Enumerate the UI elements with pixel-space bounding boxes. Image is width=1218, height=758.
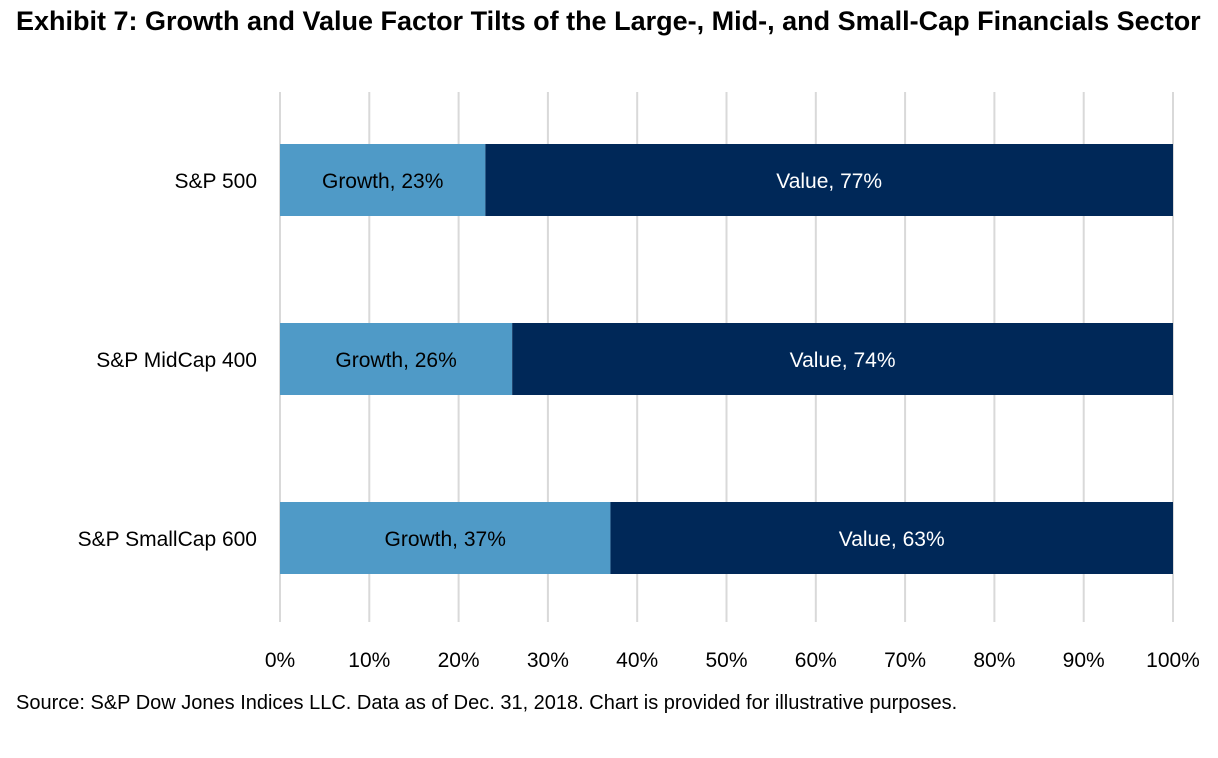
chart-title: Exhibit 7: Growth and Value Factor Tilts… xyxy=(16,6,1201,36)
value-data-label: Value, 63% xyxy=(839,528,945,551)
growth-data-label: Growth, 23% xyxy=(322,170,443,193)
x-tick-label: 40% xyxy=(616,649,658,672)
x-tick-label: 100% xyxy=(1146,649,1200,672)
value-data-label: Value, 74% xyxy=(790,349,896,372)
growth-bar-segment xyxy=(280,323,513,395)
category-label: S&P SmallCap 600 xyxy=(78,528,257,551)
x-tick-label: 50% xyxy=(705,649,747,672)
x-tick-label: 0% xyxy=(265,649,295,672)
category-label: S&P 500 xyxy=(174,170,257,193)
growth-data-label: Growth, 26% xyxy=(335,349,456,372)
x-tick-label: 60% xyxy=(795,649,837,672)
value-data-label: Value, 77% xyxy=(776,170,882,193)
x-tick-label: 90% xyxy=(1063,649,1105,672)
value-bar-segment xyxy=(610,502,1173,574)
value-bar-segment xyxy=(485,144,1173,216)
x-tick-label: 70% xyxy=(884,649,926,672)
x-tick-label: 10% xyxy=(348,649,390,672)
category-label: S&P MidCap 400 xyxy=(96,349,257,372)
x-tick-label: 80% xyxy=(973,649,1015,672)
category-labels: S&P 500 S&P MidCap 400 S&P SmallCap 600 xyxy=(78,170,257,551)
growth-data-label: Growth, 37% xyxy=(385,528,506,551)
value-bar-segment xyxy=(512,323,1173,395)
growth-bar-segment xyxy=(280,144,486,216)
x-axis-tick-labels: 0% 10% 20% 30% 40% 50% 60% 70% 80% 90% 100% xyxy=(265,649,1200,672)
x-tick-label: 30% xyxy=(527,649,569,672)
source-note: Source: S&P Dow Jones Indices LLC. Data … xyxy=(16,692,958,714)
bars: Growth, 23% Value, 77% Growth, 26% Value, 7… xyxy=(280,144,1173,574)
x-tick-label: 20% xyxy=(438,649,480,672)
growth-bar-segment xyxy=(280,502,611,574)
